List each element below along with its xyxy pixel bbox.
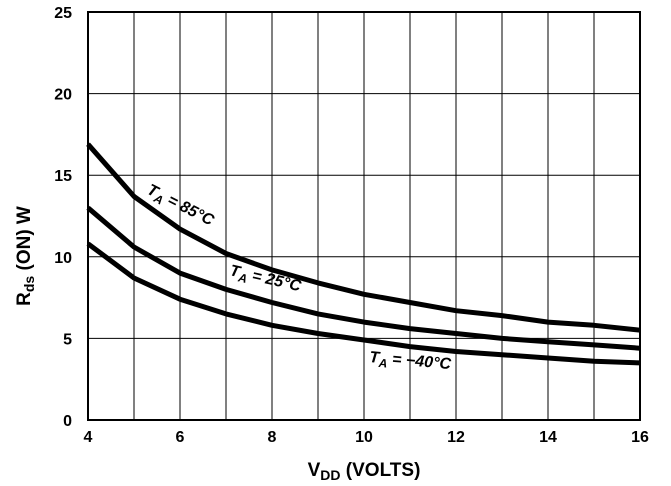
x-tick-label: 10 (355, 429, 373, 446)
x-tick-labels: 4 6 8 10 12 14 16 (84, 429, 649, 446)
x-tick-label: 14 (539, 429, 557, 446)
x-tick-label: 4 (84, 429, 93, 446)
series-line-85c (86, 142, 641, 333)
y-tick-label: 5 (63, 331, 72, 348)
y-tick-label: 10 (54, 250, 72, 267)
x-tick-label: 6 (176, 429, 185, 446)
y-tick-label: 20 (54, 87, 72, 104)
y-tick-label: 15 (54, 168, 72, 185)
x-tick-label: 16 (631, 429, 649, 446)
x-axis-label: VDD (VOLTS) (308, 460, 421, 483)
series-line-minus40c (86, 241, 641, 366)
y-tick-label: 0 (63, 413, 72, 430)
series-line-25c (86, 205, 641, 351)
y-axis-label: Rds (ON) W (14, 206, 37, 306)
y-tick-labels: 0 5 10 15 20 25 (54, 5, 72, 430)
plot-frame (87, 11, 641, 421)
series-lines (86, 142, 641, 366)
x-tick-label: 8 (268, 429, 277, 446)
y-tick-label: 25 (54, 5, 72, 22)
series-annotation-minus40c: TA = −40°C (368, 349, 452, 376)
x-tick-label: 12 (447, 429, 465, 446)
